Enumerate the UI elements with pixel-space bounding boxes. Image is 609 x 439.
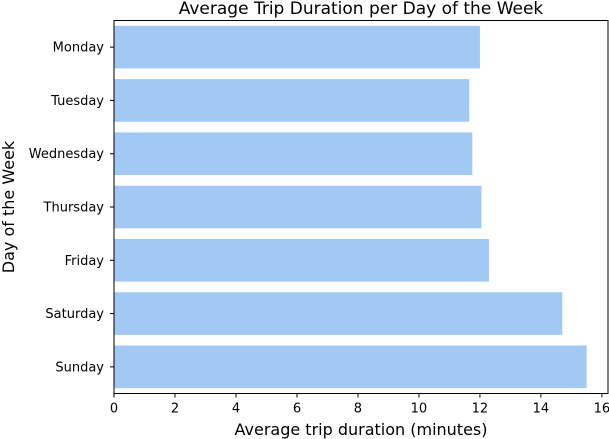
bar-sunday (114, 345, 587, 389)
y-tick-label-sunday: Sunday (55, 360, 104, 375)
x-tick-label-2: 2 (171, 402, 179, 417)
x-tick-label-8: 8 (354, 402, 362, 417)
plot-frame (113, 20, 609, 394)
y-tick-label-friday: Friday (65, 254, 105, 269)
bar-thursday (114, 185, 482, 229)
bar-tuesday (114, 79, 470, 122)
x-tick-label-4: 4 (232, 402, 240, 417)
y-tick-label-monday: Monday (53, 41, 105, 56)
x-tick-label-6: 6 (293, 402, 301, 417)
y-tick-label-thursday: Thursday (43, 201, 105, 216)
x-tick-label-0: 0 (110, 402, 118, 417)
x-tick-label-14: 14 (533, 402, 550, 417)
y-tick-label-tuesday: Tuesday (50, 94, 104, 109)
x-axis-ticks: 0 2 4 6 8 10 12 14 16 (110, 393, 609, 417)
bar-friday (114, 238, 490, 282)
x-tick-label-10: 10 (411, 402, 428, 417)
y-tick-label-wednesday: Wednesday (29, 147, 105, 162)
chart-title: Average Trip Duration per Day of the Wee… (179, 0, 544, 19)
x-axis-label: Average trip duration (minutes) (235, 420, 488, 439)
bars (114, 25, 587, 389)
bar-wednesday (114, 132, 473, 176)
x-tick-label-12: 12 (472, 402, 489, 417)
x-tick-label-16: 16 (594, 402, 609, 417)
y-axis-ticks: Monday Tuesday Wednesday Thursday Friday Satu… (29, 41, 114, 375)
bar-saturday (114, 292, 563, 335)
y-tick-label-saturday: Saturday (45, 307, 104, 322)
y-axis-label: Day of the Week (0, 140, 18, 273)
bar-monday (114, 25, 480, 69)
